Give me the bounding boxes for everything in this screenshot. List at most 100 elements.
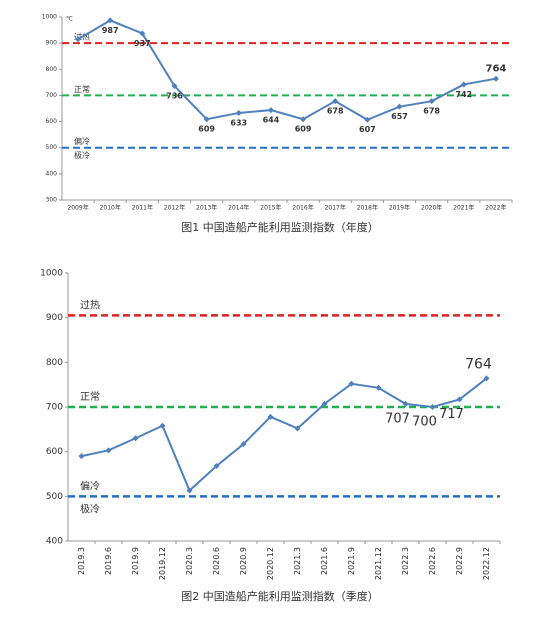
x-tick-label: 2016年 bbox=[292, 204, 313, 212]
y-tick-label: 700 bbox=[46, 403, 63, 413]
series-line bbox=[81, 377, 488, 493]
value-label: 644 bbox=[263, 116, 280, 125]
reference-label: 偏冷 bbox=[80, 479, 100, 492]
reference-label: 偏冷 bbox=[74, 136, 90, 146]
value-label: 764 bbox=[465, 356, 492, 372]
reference-label: 过热 bbox=[80, 298, 100, 311]
x-tick-label: 2010年 bbox=[100, 204, 121, 212]
x-tick-label: 2020.9 bbox=[239, 547, 248, 575]
x-tick-label: 2021.9 bbox=[347, 547, 356, 575]
y-tick-label: 600 bbox=[46, 447, 63, 457]
y-tick-label: 1000 bbox=[42, 14, 57, 21]
point bbox=[75, 36, 82, 43]
x-tick-label: 2022.12 bbox=[482, 547, 491, 580]
point bbox=[139, 30, 146, 37]
x-tick-label: 2022.6 bbox=[428, 547, 437, 575]
x-tick-label: 2021.12 bbox=[374, 547, 383, 580]
value-label: 657 bbox=[391, 112, 408, 121]
value-label: 609 bbox=[198, 125, 215, 134]
point bbox=[213, 462, 220, 469]
point bbox=[402, 400, 409, 407]
y-tick-label: 500 bbox=[46, 144, 58, 151]
point bbox=[267, 413, 274, 420]
x-tick-label: 2022.9 bbox=[455, 547, 464, 575]
point bbox=[132, 435, 139, 442]
point bbox=[456, 396, 463, 403]
x-tick-label: 2013年 bbox=[196, 204, 217, 212]
point bbox=[364, 116, 371, 123]
caption: 图2 中国造船产能利用监测指数（季度） bbox=[181, 589, 379, 603]
point bbox=[294, 425, 301, 432]
point bbox=[203, 116, 210, 123]
value-label: 736 bbox=[166, 92, 183, 101]
unit: ℃ bbox=[66, 16, 73, 23]
point bbox=[428, 98, 435, 105]
point bbox=[300, 116, 307, 123]
value-label: 764 bbox=[485, 64, 506, 75]
value-label: 700 bbox=[412, 415, 437, 430]
point bbox=[107, 17, 114, 24]
x-tick-label: 2021年 bbox=[453, 204, 474, 212]
y-tick-label: 400 bbox=[46, 537, 63, 547]
point bbox=[159, 422, 166, 429]
x-tick-label: 2018年 bbox=[357, 204, 378, 212]
y-tick-label: 800 bbox=[46, 66, 58, 73]
point bbox=[78, 453, 85, 460]
series-line bbox=[77, 19, 497, 121]
x-tick-label: 2022.3 bbox=[401, 547, 410, 575]
value-label: 987 bbox=[102, 26, 119, 35]
reference-label: 正常 bbox=[80, 390, 100, 403]
value-label: 678 bbox=[327, 107, 344, 116]
x-tick-label: 2014年 bbox=[228, 204, 249, 212]
value-label: 678 bbox=[423, 107, 440, 116]
reference-label: 正常 bbox=[74, 85, 90, 94]
value-label: 937 bbox=[134, 39, 151, 48]
point bbox=[105, 447, 112, 454]
y-tick-label: 900 bbox=[46, 313, 63, 323]
caption: 图1 中国造船产能利用监测指数（年度） bbox=[181, 220, 379, 234]
x-tick-label: 2019.3 bbox=[77, 547, 86, 575]
x-tick-label: 2020.12 bbox=[266, 547, 275, 580]
point bbox=[460, 81, 467, 88]
annotation: 极冷 bbox=[74, 150, 90, 160]
point bbox=[375, 384, 382, 391]
point bbox=[348, 380, 355, 387]
y-tick-label: 800 bbox=[46, 358, 63, 368]
point bbox=[396, 103, 403, 110]
x-tick-label: 2020.3 bbox=[185, 547, 194, 575]
x-tick-label: 2020年 bbox=[421, 204, 442, 212]
value-label: 609 bbox=[295, 125, 312, 134]
value-label: 717 bbox=[439, 407, 464, 422]
x-tick-label: 2019.12 bbox=[158, 547, 167, 580]
point bbox=[235, 109, 242, 116]
value-label: 607 bbox=[359, 125, 376, 134]
y-tick-label: 500 bbox=[46, 492, 63, 502]
x-tick-label: 2012年 bbox=[164, 204, 185, 212]
x-tick-label: 2020.6 bbox=[212, 547, 221, 575]
y-tick-label: 700 bbox=[46, 92, 58, 99]
x-tick-label: 2017年 bbox=[325, 204, 346, 212]
point bbox=[332, 98, 339, 105]
y-tick-label: 900 bbox=[46, 40, 58, 47]
point bbox=[186, 487, 193, 494]
x-tick-label: 2011年 bbox=[132, 204, 153, 212]
point bbox=[171, 83, 178, 90]
value-label: 742 bbox=[455, 90, 472, 99]
y-tick-label: 600 bbox=[46, 118, 58, 125]
point bbox=[240, 441, 247, 448]
x-tick-label: 2015年 bbox=[260, 204, 281, 212]
value-label: 707 bbox=[385, 411, 410, 426]
x-tick-label: 2019.9 bbox=[131, 547, 140, 575]
point bbox=[492, 75, 499, 82]
x-tick-label: 2009年 bbox=[67, 204, 88, 212]
point bbox=[483, 375, 490, 382]
x-tick-label: 2019.6 bbox=[104, 547, 113, 575]
point bbox=[267, 107, 274, 114]
y-tick-label: 300 bbox=[46, 197, 58, 204]
point bbox=[321, 400, 328, 407]
y-tick-label: 400 bbox=[46, 170, 58, 177]
x-tick-label: 2021.3 bbox=[293, 547, 302, 575]
y-tick-label: 1000 bbox=[40, 269, 63, 279]
x-tick-label: 2019年 bbox=[389, 204, 410, 212]
